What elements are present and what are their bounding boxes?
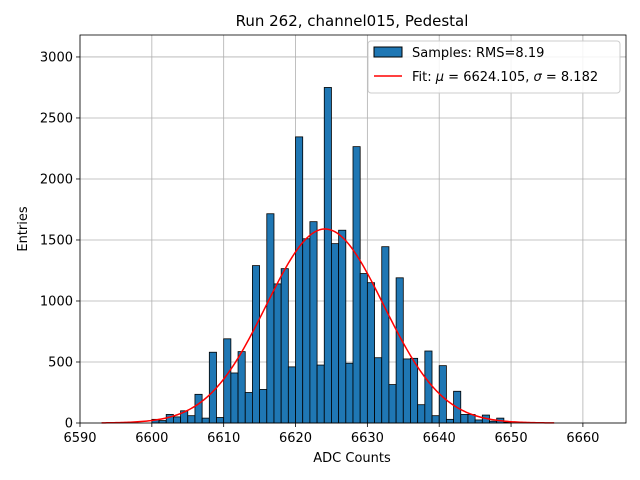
legend-fit-mid: = 6624.105,: [444, 70, 533, 85]
histogram-bar: [266, 213, 275, 424]
x-tick-label: 6600: [135, 431, 168, 446]
legend-fit-sigma-symbol: σ: [534, 70, 543, 85]
x-axis-label: ADC Counts: [313, 451, 391, 466]
legend-fit-mu-symbol: μ: [435, 70, 444, 85]
histogram-bar: [424, 350, 433, 424]
histogram-bar: [352, 146, 361, 424]
chart-title: Run 262, channel015, Pedestal: [236, 12, 469, 30]
x-tick-label: 6660: [566, 431, 599, 446]
y-tick-label: 0: [65, 417, 73, 432]
histogram-bar: [345, 362, 354, 424]
legend-histogram-swatch: [373, 46, 403, 58]
histogram-bar: [302, 238, 311, 424]
x-axis-ticks: 6590 6600 6610 6620 6630 6640 6650 6660: [63, 423, 599, 446]
histogram-bar: [474, 419, 483, 424]
histogram-bar: [388, 384, 397, 424]
histogram-bar: [252, 265, 261, 424]
y-tick-label: 1000: [40, 294, 73, 309]
x-tick-label: 6650: [495, 431, 528, 446]
histogram-bar: [201, 417, 210, 424]
y-tick-label: 1500: [40, 233, 73, 248]
y-axis-label: Entries: [16, 206, 31, 252]
y-tick-label: 500: [48, 355, 73, 370]
histogram-bar: [230, 372, 239, 424]
histogram-bar: [223, 338, 232, 424]
legend-fit-prefix: Fit:: [412, 70, 436, 85]
y-tick-label: 2000: [40, 172, 73, 187]
histogram-bar: [381, 246, 390, 424]
histogram-bar: [187, 415, 196, 424]
histogram-bar: [359, 273, 368, 424]
histogram-bar: [309, 221, 318, 424]
histogram-bar: [338, 229, 347, 424]
histogram-bar: [273, 283, 282, 424]
histogram-bar: [366, 282, 375, 424]
histogram-bar: [323, 87, 332, 424]
legend-fit-suffix: = 8.182: [542, 70, 598, 85]
histogram-bar: [417, 404, 426, 424]
y-axis-ticks: 0 500 1000 1500 2000 2500 3000: [40, 50, 80, 432]
plot-frame: [79, 34, 627, 424]
histogram-bar: [194, 393, 203, 424]
y-tick-label: 3000: [40, 50, 73, 65]
histogram-bar: [445, 418, 454, 424]
histogram-bar: [331, 243, 340, 424]
histogram-bar: [237, 351, 246, 424]
x-tick-label: 6590: [63, 431, 96, 446]
histogram-bar: [431, 415, 440, 424]
legend: Samples: RMS=8.19 Fit: μ = 6624.105, σ =…: [367, 40, 621, 94]
histogram-bar: [280, 268, 289, 424]
histogram-bar: [395, 277, 404, 424]
histogram-bar: [287, 366, 296, 424]
histogram-bar: [172, 416, 181, 424]
x-tick-label: 6610: [207, 431, 240, 446]
histogram-bar: [295, 136, 304, 424]
histogram-bar: [402, 358, 411, 424]
histogram-bar: [316, 364, 325, 424]
histogram-bar: [244, 392, 253, 424]
legend-fit-label: Fit: μ = 6624.105, σ = 8.182: [412, 70, 598, 85]
x-tick-label: 6630: [351, 431, 384, 446]
gaussian-fit-curve: [101, 228, 555, 424]
histogram-bar: [216, 417, 225, 424]
histogram-bar: [410, 357, 419, 424]
histogram-bar: [208, 351, 217, 424]
x-tick-label: 6640: [423, 431, 456, 446]
x-tick-label: 6620: [279, 431, 312, 446]
legend-histogram-label: Samples: RMS=8.19: [412, 46, 544, 61]
histogram-bar: [460, 414, 469, 424]
y-tick-label: 2500: [40, 111, 73, 126]
histogram-bar: [259, 389, 268, 424]
histogram-bar: [374, 357, 383, 424]
legend-box: [367, 40, 621, 94]
